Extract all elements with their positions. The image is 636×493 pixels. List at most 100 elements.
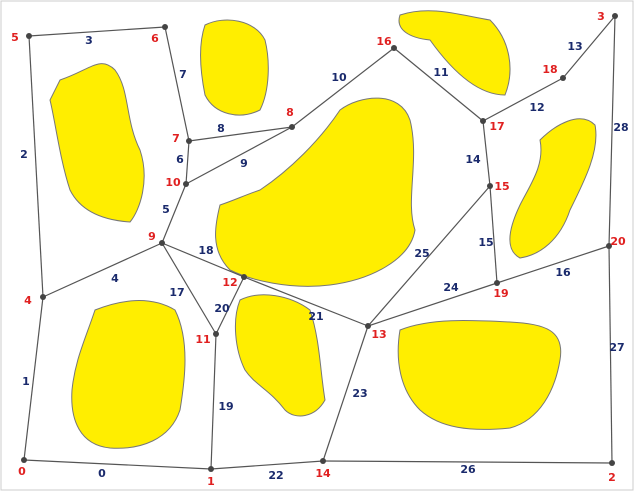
edge-label: 21 xyxy=(308,310,323,323)
edge xyxy=(322,460,613,464)
node-label: 12 xyxy=(222,276,237,289)
edge-label: 28 xyxy=(613,121,628,134)
node-label: 0 xyxy=(18,465,26,478)
obstacle xyxy=(199,19,269,116)
node-label: 20 xyxy=(610,235,626,248)
node-label: 10 xyxy=(165,176,181,189)
edge-label: 16 xyxy=(555,266,571,279)
edge xyxy=(322,325,369,462)
edge-label: 27 xyxy=(609,341,624,354)
node xyxy=(26,33,32,39)
edge-label: 26 xyxy=(460,463,476,476)
obstacle xyxy=(235,294,326,417)
edge xyxy=(393,47,484,122)
node xyxy=(365,323,371,329)
edge-label: 3 xyxy=(85,34,93,47)
edge xyxy=(489,185,498,284)
node xyxy=(609,460,615,466)
node xyxy=(241,274,247,280)
node-label: 4 xyxy=(24,294,32,307)
node xyxy=(213,331,219,337)
node-label: 2 xyxy=(608,471,616,484)
edge-label: 13 xyxy=(567,40,582,53)
edge xyxy=(367,185,491,327)
edge xyxy=(243,276,369,327)
edge-label: 20 xyxy=(214,302,230,315)
edge xyxy=(185,126,293,185)
node xyxy=(612,13,618,19)
obstacle xyxy=(398,10,511,96)
node-label: 18 xyxy=(542,63,557,76)
edge xyxy=(482,120,491,187)
node-label: 16 xyxy=(376,35,392,48)
node xyxy=(159,240,165,246)
node-label: 13 xyxy=(371,328,386,341)
node xyxy=(391,45,397,51)
node xyxy=(162,24,168,30)
node xyxy=(606,243,612,249)
edge-label: 0 xyxy=(98,467,106,480)
edge xyxy=(291,47,395,128)
edge xyxy=(215,276,245,335)
node-label: 19 xyxy=(493,287,508,300)
edge-label: 23 xyxy=(352,387,367,400)
node xyxy=(487,183,493,189)
obstacle xyxy=(397,319,562,430)
node xyxy=(289,124,295,130)
node xyxy=(208,466,214,472)
node-label: 8 xyxy=(286,106,294,119)
edge-label: 2 xyxy=(20,148,28,161)
edge-label: 22 xyxy=(268,469,283,482)
node xyxy=(320,458,326,464)
edge xyxy=(23,459,212,470)
edge xyxy=(23,296,44,461)
node-label: 9 xyxy=(148,230,156,243)
edge-label: 1 xyxy=(22,375,30,388)
node-label: 11 xyxy=(195,333,210,346)
edge xyxy=(210,333,217,470)
node-label: 14 xyxy=(315,467,331,480)
node xyxy=(560,75,566,81)
edge-label: 19 xyxy=(218,400,233,413)
node xyxy=(186,138,192,144)
node-label: 15 xyxy=(494,180,509,193)
node xyxy=(494,280,500,286)
edge xyxy=(562,15,616,79)
edge xyxy=(188,126,293,142)
obstacle xyxy=(71,300,186,449)
edge-label: 4 xyxy=(111,272,119,285)
edge-label: 18 xyxy=(198,244,213,257)
edge-label: 25 xyxy=(414,247,429,260)
edge xyxy=(161,242,245,278)
edge-label: 7 xyxy=(179,68,187,81)
edge xyxy=(608,245,613,464)
edge-label: 11 xyxy=(433,66,448,79)
node xyxy=(21,457,27,463)
edge-label: 12 xyxy=(529,101,544,114)
node-label: 6 xyxy=(151,32,159,45)
obstacle xyxy=(509,118,597,259)
edge xyxy=(42,242,163,298)
edge xyxy=(161,183,187,244)
node-label: 7 xyxy=(172,132,180,145)
obstacle xyxy=(215,97,416,287)
obstacle xyxy=(49,63,145,223)
edge xyxy=(482,77,564,122)
edge-label: 17 xyxy=(169,286,184,299)
node xyxy=(183,181,189,187)
edge xyxy=(210,460,324,470)
edge xyxy=(28,26,166,37)
edge-label: 10 xyxy=(331,71,347,84)
node-label: 1 xyxy=(207,475,215,488)
edge xyxy=(28,35,44,298)
edge xyxy=(496,245,610,284)
obstacles xyxy=(49,10,597,449)
edge-label: 8 xyxy=(217,122,225,135)
edge xyxy=(608,15,616,247)
edge xyxy=(161,242,217,335)
node xyxy=(40,294,46,300)
edge xyxy=(367,282,498,327)
